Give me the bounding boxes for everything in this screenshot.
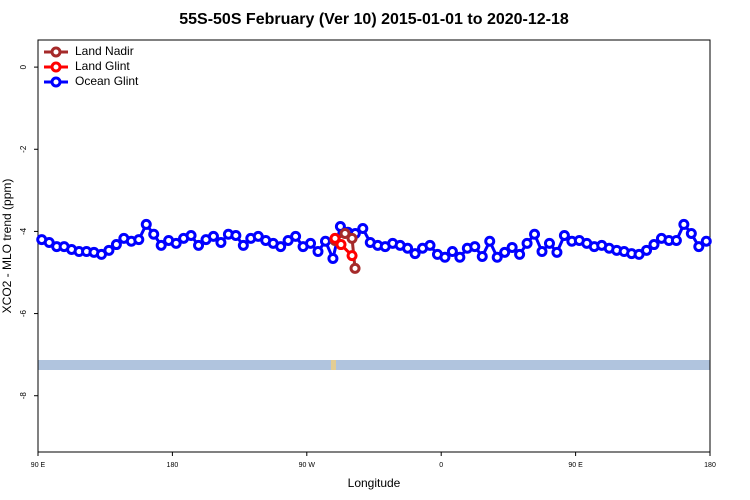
y-tick-label: -4 bbox=[19, 227, 28, 235]
land-spot bbox=[331, 360, 336, 370]
point bbox=[110, 239, 122, 251]
point bbox=[469, 241, 481, 253]
y-tick-label: -6 bbox=[19, 309, 28, 317]
point bbox=[319, 235, 331, 247]
point bbox=[193, 239, 205, 251]
point bbox=[499, 246, 511, 258]
point bbox=[476, 250, 488, 262]
point bbox=[409, 248, 421, 260]
y-tick-label: -2 bbox=[19, 145, 28, 153]
point bbox=[514, 248, 526, 260]
point bbox=[133, 234, 145, 246]
point bbox=[685, 227, 697, 239]
plot-frame bbox=[37, 39, 711, 453]
y-tick-label: 0 bbox=[19, 64, 28, 69]
point bbox=[329, 232, 341, 244]
point bbox=[215, 237, 227, 249]
point bbox=[275, 241, 287, 253]
point bbox=[290, 230, 302, 242]
y-tick-label: -8 bbox=[19, 392, 28, 400]
point bbox=[402, 242, 414, 254]
x-tick-label: 180 bbox=[167, 462, 179, 469]
x-tick-label: 90 W bbox=[299, 462, 316, 469]
point bbox=[454, 251, 466, 263]
point bbox=[334, 220, 346, 232]
point bbox=[446, 246, 458, 258]
legend-label: Ocean Glint bbox=[75, 74, 139, 88]
x-axis-label: Longitude bbox=[348, 476, 401, 490]
x-tick-label: 90 E bbox=[31, 462, 46, 469]
legend-marker bbox=[50, 76, 62, 88]
point bbox=[543, 237, 555, 249]
legend-marker bbox=[50, 61, 62, 73]
point bbox=[155, 239, 167, 251]
x-tick-label: 180 bbox=[704, 462, 716, 469]
point bbox=[170, 237, 182, 249]
point bbox=[357, 223, 369, 235]
point bbox=[349, 262, 361, 274]
point bbox=[312, 246, 324, 258]
point bbox=[237, 239, 249, 251]
point bbox=[230, 230, 242, 242]
point bbox=[103, 244, 115, 256]
point bbox=[439, 251, 451, 263]
point bbox=[521, 237, 533, 249]
x-tick-label: 0 bbox=[439, 462, 443, 469]
point bbox=[305, 237, 317, 249]
point bbox=[551, 246, 563, 258]
point bbox=[693, 241, 705, 253]
chart-title: 55S-50S February (Ver 10) 2015-01-01 to … bbox=[179, 11, 569, 28]
point bbox=[678, 218, 690, 230]
point bbox=[339, 227, 351, 239]
land-band bbox=[38, 360, 710, 370]
point bbox=[536, 246, 548, 258]
point bbox=[506, 241, 518, 253]
x-tick-label: 90 E bbox=[568, 462, 583, 469]
point bbox=[529, 228, 541, 240]
point bbox=[140, 218, 152, 230]
point bbox=[346, 250, 358, 262]
point bbox=[327, 253, 339, 265]
point bbox=[335, 239, 347, 251]
point bbox=[491, 251, 503, 263]
point bbox=[670, 234, 682, 246]
point bbox=[558, 230, 570, 242]
point bbox=[484, 235, 496, 247]
point bbox=[207, 230, 219, 242]
point bbox=[424, 239, 436, 251]
legend-label: Land Glint bbox=[75, 59, 130, 73]
point bbox=[346, 232, 358, 244]
point bbox=[185, 230, 197, 242]
legend-label: Land Nadir bbox=[75, 44, 134, 58]
legend-marker bbox=[50, 46, 62, 58]
point bbox=[641, 244, 653, 256]
point bbox=[648, 239, 660, 251]
point bbox=[148, 228, 160, 240]
y-axis-label: XCO2 - MLO trend (ppm) bbox=[0, 179, 14, 314]
point bbox=[700, 235, 712, 247]
